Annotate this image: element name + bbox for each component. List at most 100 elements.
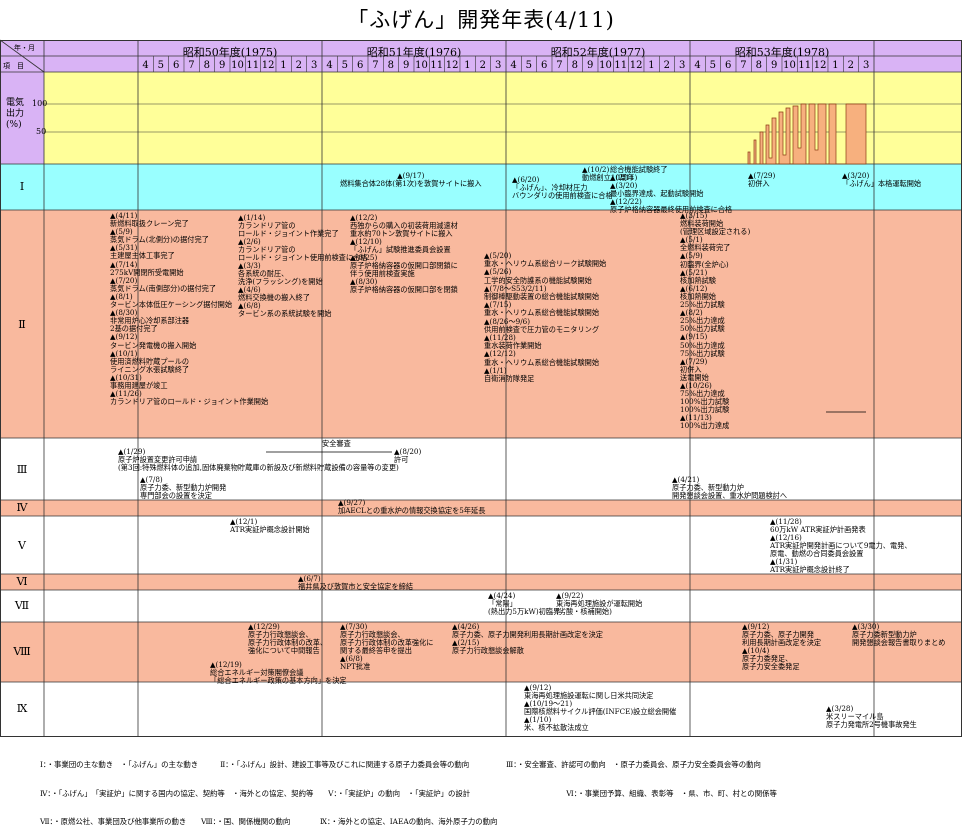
month-label-1-0: 4 bbox=[326, 60, 333, 71]
fiscal-year-1977: 昭和52年度(1977) bbox=[550, 46, 646, 59]
month-label-3-5: 9 bbox=[770, 60, 778, 71]
month-label-0-8: 12 bbox=[261, 60, 275, 71]
event-III-1: ▲(1/29) 原子炉設置変更許可申請 (第3回:特殊燃料体の追加,固体廃棄物貯… bbox=[118, 447, 399, 472]
month-label-2-0: 4 bbox=[510, 60, 517, 71]
row-label-VI: Ⅵ bbox=[16, 575, 28, 588]
month-label-1-10: 2 bbox=[479, 60, 486, 71]
fiscal-year-1976: 昭和51年度(1976) bbox=[366, 46, 462, 59]
event-I-5: ▲(3/20) 「ふげん」本格運転開始 bbox=[842, 171, 922, 188]
event-II-2: ▲(12/2) 西独からの購入の初装荷用減速材 重水約70トン敦賀サイトに搬入 … bbox=[350, 213, 458, 294]
row-III-band bbox=[0, 438, 962, 500]
row-VIII-band bbox=[0, 622, 962, 682]
month-label-2-10: 2 bbox=[663, 60, 670, 71]
month-label-2-11: 3 bbox=[678, 60, 686, 71]
month-label-0-11: 3 bbox=[310, 60, 318, 71]
page-title: 「ふげん」開発年表(4/11) bbox=[347, 8, 615, 32]
event-VI-0: ▲(6/7) 福井県及び敦賀市と安全協定を締結 bbox=[298, 574, 414, 591]
month-label-3-2: 6 bbox=[724, 60, 732, 71]
power-tick-100: 100 bbox=[32, 99, 48, 108]
event-V-1: ▲(11/28) 60万kW ATR実証炉計画発表 ▲(12/16) ATR実証… bbox=[770, 517, 912, 574]
row-V-band bbox=[0, 516, 962, 574]
event-VII-1: ▲(9/22) 東海再処理施設が運転開始 (劣酸・核補開始) bbox=[556, 591, 643, 616]
month-label-1-1: 5 bbox=[341, 60, 349, 71]
month-label-1-6: 10 bbox=[415, 60, 428, 71]
legend-line-2: Ⅳ：・「ふげん」 「実証炉」に関する国内の協定、契約等 ・海外との協定、契約等 … bbox=[40, 788, 777, 798]
month-label-2-6: 10 bbox=[599, 60, 612, 71]
power-label-cell bbox=[0, 72, 44, 164]
month-label-3-1: 5 bbox=[709, 60, 717, 71]
row-VII-band bbox=[0, 590, 962, 622]
header-corner-bottom: 項 目 bbox=[3, 62, 24, 70]
row-label-VIII: Ⅷ bbox=[13, 645, 31, 658]
event-I-3: 総合機能試験終了 ▲(2/11) ▲(3/20) 最小臨界達成、起動試験開始 ▲… bbox=[610, 165, 733, 214]
month-label-1-7: 11 bbox=[430, 60, 444, 71]
row-I-band bbox=[0, 164, 962, 210]
month-label-3-11: 3 bbox=[862, 60, 870, 71]
legend: Ⅰ：・事業団の主な動き ・「ふげん」の主な動き Ⅱ：・「ふげん」設計、建設工事等… bbox=[40, 741, 777, 836]
month-label-2-2: 6 bbox=[540, 60, 548, 71]
month-label-1-11: 3 bbox=[494, 60, 502, 71]
legend-line-3: Ⅶ：・原燃公社、事業団及び他事業所の動き Ⅷ：・国、関係機関の動向 Ⅸ：・海外と… bbox=[40, 817, 498, 826]
row-label-IX: Ⅸ bbox=[16, 702, 28, 715]
row-label-V: Ⅴ bbox=[18, 539, 26, 552]
event-II-1: ▲(1/14) カランドリア管の ロールド・ジョイント作業完了 ▲(2/6) カ… bbox=[238, 213, 368, 318]
event-I-4: ▲(7/29) 初併入 bbox=[748, 171, 776, 188]
event-VIII-1: ▲(7/30) 原子力行政懇談会、 原子力行政体制の改革強化に 関する最終答申を… bbox=[340, 622, 434, 671]
month-label-3-4: 8 bbox=[755, 60, 762, 71]
month-label-3-8: 12 bbox=[813, 60, 827, 71]
row-II-band bbox=[0, 210, 962, 438]
event-VIII-2: ▲(4/26) 原子力委、原子力開発利用長期計画改定を決定 ▲(2/15) 原子… bbox=[452, 622, 603, 655]
month-label-0-2: 6 bbox=[172, 60, 180, 71]
event-II-3: ▲(5/20) 重水・ヘリウム系総合リーク試験開始 ▲(5/26) 工学的安全防… bbox=[484, 251, 607, 384]
month-label-2-9: 1 bbox=[648, 60, 655, 71]
month-label-0-1: 5 bbox=[157, 60, 165, 71]
event-IX-1: ▲(3/28) 米スリーマイル島 原子力発電所2号機事故発生 bbox=[826, 704, 917, 729]
event-III-3: ▲(7/8) 原子力委、新型動力炉開発 専門部会の設置を決定 bbox=[140, 475, 227, 500]
power-output-curve bbox=[747, 103, 867, 165]
power-axis-label: 電気出力(%) bbox=[6, 98, 25, 130]
month-label-2-8: 12 bbox=[629, 60, 643, 71]
month-label-0-5: 9 bbox=[218, 60, 226, 71]
month-label-2-5: 9 bbox=[586, 60, 594, 71]
month-label-1-4: 8 bbox=[387, 60, 394, 71]
month-label-3-9: 1 bbox=[832, 60, 839, 71]
chart-svg bbox=[0, 39, 962, 737]
event-IV-0: ▲(9/27) 加AECLとの重水炉の情報交換協定を5年延長 bbox=[338, 498, 486, 515]
event-III-2: ▲(8/20) 許可 bbox=[394, 447, 422, 464]
month-label-3-6: 10 bbox=[783, 60, 796, 71]
month-label-3-10: 2 bbox=[847, 60, 854, 71]
event-I-0: ▲(9/17) 燃料集合体28体(第1次)を敦賀サイトに搬入 bbox=[340, 171, 482, 188]
row-IV-band bbox=[0, 500, 962, 516]
month-label-2-3: 7 bbox=[556, 60, 563, 71]
event-II-0: ▲(4/11) 新燃料取扱クレーン完了 ▲(5/9) 蒸気ドラム(北側分)の据付… bbox=[110, 211, 269, 407]
event-VII-0: ▲(4/24) 「常陽」 (熱出力5万kW)初臨界 bbox=[488, 591, 561, 616]
row-label-I: Ⅰ bbox=[19, 180, 25, 193]
event-I-1: ▲(10/2) 動燃創立10周年 bbox=[582, 165, 635, 182]
event-VIII-4: ▲(3/30) 原子力委新型動力炉 開発懇談会報告書取りまとめ bbox=[852, 622, 946, 647]
month-label-3-0: 4 bbox=[694, 60, 701, 71]
event-VIII-5: ▲(12/19) 総合エネルギー対策閣僚会議 「総合エネルギー政策の基本方向」を… bbox=[210, 660, 347, 685]
month-label-0-4: 8 bbox=[203, 60, 210, 71]
month-label-1-9: 1 bbox=[464, 60, 471, 71]
event-VIII-0: ▲(12/29) 原子力行政懇談会、 原子力行政体制の改革、 強化について中間報… bbox=[248, 622, 328, 655]
row-IX-band bbox=[0, 682, 962, 736]
month-label-0-9: 1 bbox=[280, 60, 287, 71]
month-label-2-1: 5 bbox=[525, 60, 533, 71]
month-label-0-0: 4 bbox=[142, 60, 149, 71]
month-label-0-6: 10 bbox=[231, 60, 244, 71]
header-corner-top: 年・月 bbox=[14, 44, 35, 52]
event-I-2: ▲(6/20) 「ふげん」、冷却材圧力 バウンダリの使用前検査に合格 bbox=[512, 175, 613, 200]
month-label-3-7: 11 bbox=[798, 60, 812, 71]
event-VIII-3: ▲(9/12) 原子力委、原子力開発 利用長期計画改定を決定 ▲(10/4) 原… bbox=[742, 622, 822, 671]
month-label-3-3: 7 bbox=[740, 60, 747, 71]
month-label-1-2: 6 bbox=[356, 60, 364, 71]
month-label-0-7: 11 bbox=[246, 60, 260, 71]
row-label-II: Ⅱ bbox=[18, 318, 26, 331]
row-label-III: Ⅲ bbox=[16, 463, 28, 476]
month-label-2-4: 8 bbox=[571, 60, 578, 71]
event-III-0: 安全審査 bbox=[322, 439, 351, 448]
event-III-4: ▲(4/21) 原子力委、新型動力炉 開発懇談会設置、重水炉問題検討へ bbox=[672, 475, 788, 500]
row-VI-band bbox=[0, 574, 962, 590]
event-IX-0: ▲(9/12) 東海再処理施設運転に関し日米共同決定 ▲(10/19〜21) 国… bbox=[524, 683, 677, 732]
legend-line-1: Ⅰ：・事業団の主な動き ・「ふげん」の主な動き Ⅱ：・「ふげん」設計、建設工事等… bbox=[40, 760, 761, 769]
